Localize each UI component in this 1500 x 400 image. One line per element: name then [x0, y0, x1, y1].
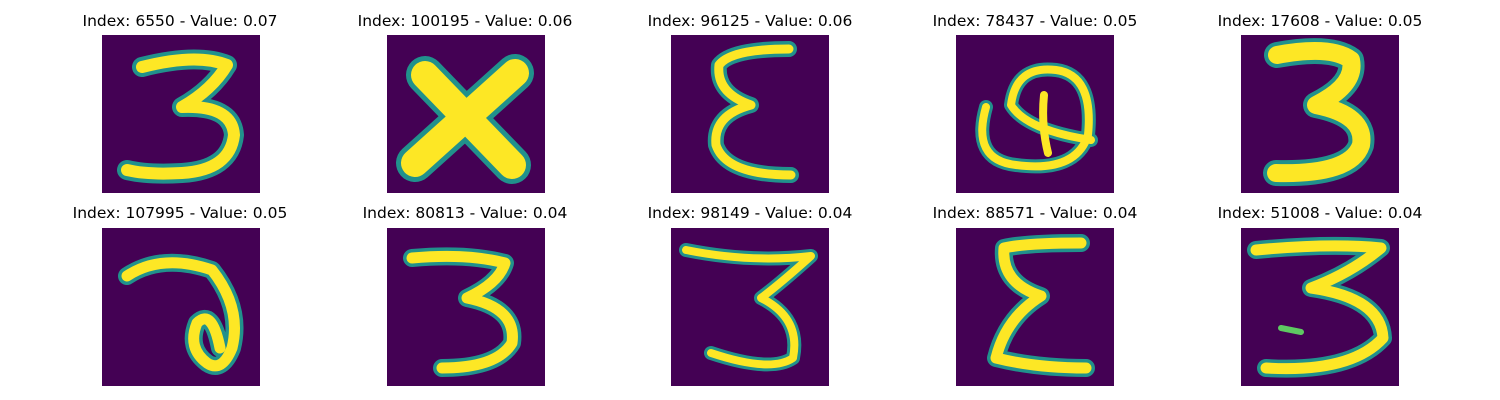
panel-title: Index: 88571 - Value: 0.04 [885, 204, 1185, 222]
panel-title: Index: 107995 - Value: 0.05 [30, 204, 330, 222]
grid-panel-6: Index: 107995 - Value: 0.05 [30, 0, 330, 190]
grid-panel-10: Index: 51008 - Value: 0.04 [1170, 0, 1470, 190]
grid-panel-8: Index: 98149 - Value: 0.04 [600, 0, 900, 190]
panel-title: Index: 51008 - Value: 0.04 [1170, 204, 1470, 222]
digit-image-3 [1241, 228, 1399, 386]
digit-image-partial [102, 228, 260, 386]
digit-image-sigma [956, 228, 1114, 386]
grid-panel-9: Index: 88571 - Value: 0.04 [885, 0, 1185, 190]
panel-title: Index: 80813 - Value: 0.04 [315, 204, 615, 222]
grid-panel-7: Index: 80813 - Value: 0.04 [315, 0, 615, 190]
panel-title: Index: 98149 - Value: 0.04 [600, 204, 900, 222]
digit-image-3 [387, 228, 545, 386]
digit-image-3 [671, 228, 829, 386]
